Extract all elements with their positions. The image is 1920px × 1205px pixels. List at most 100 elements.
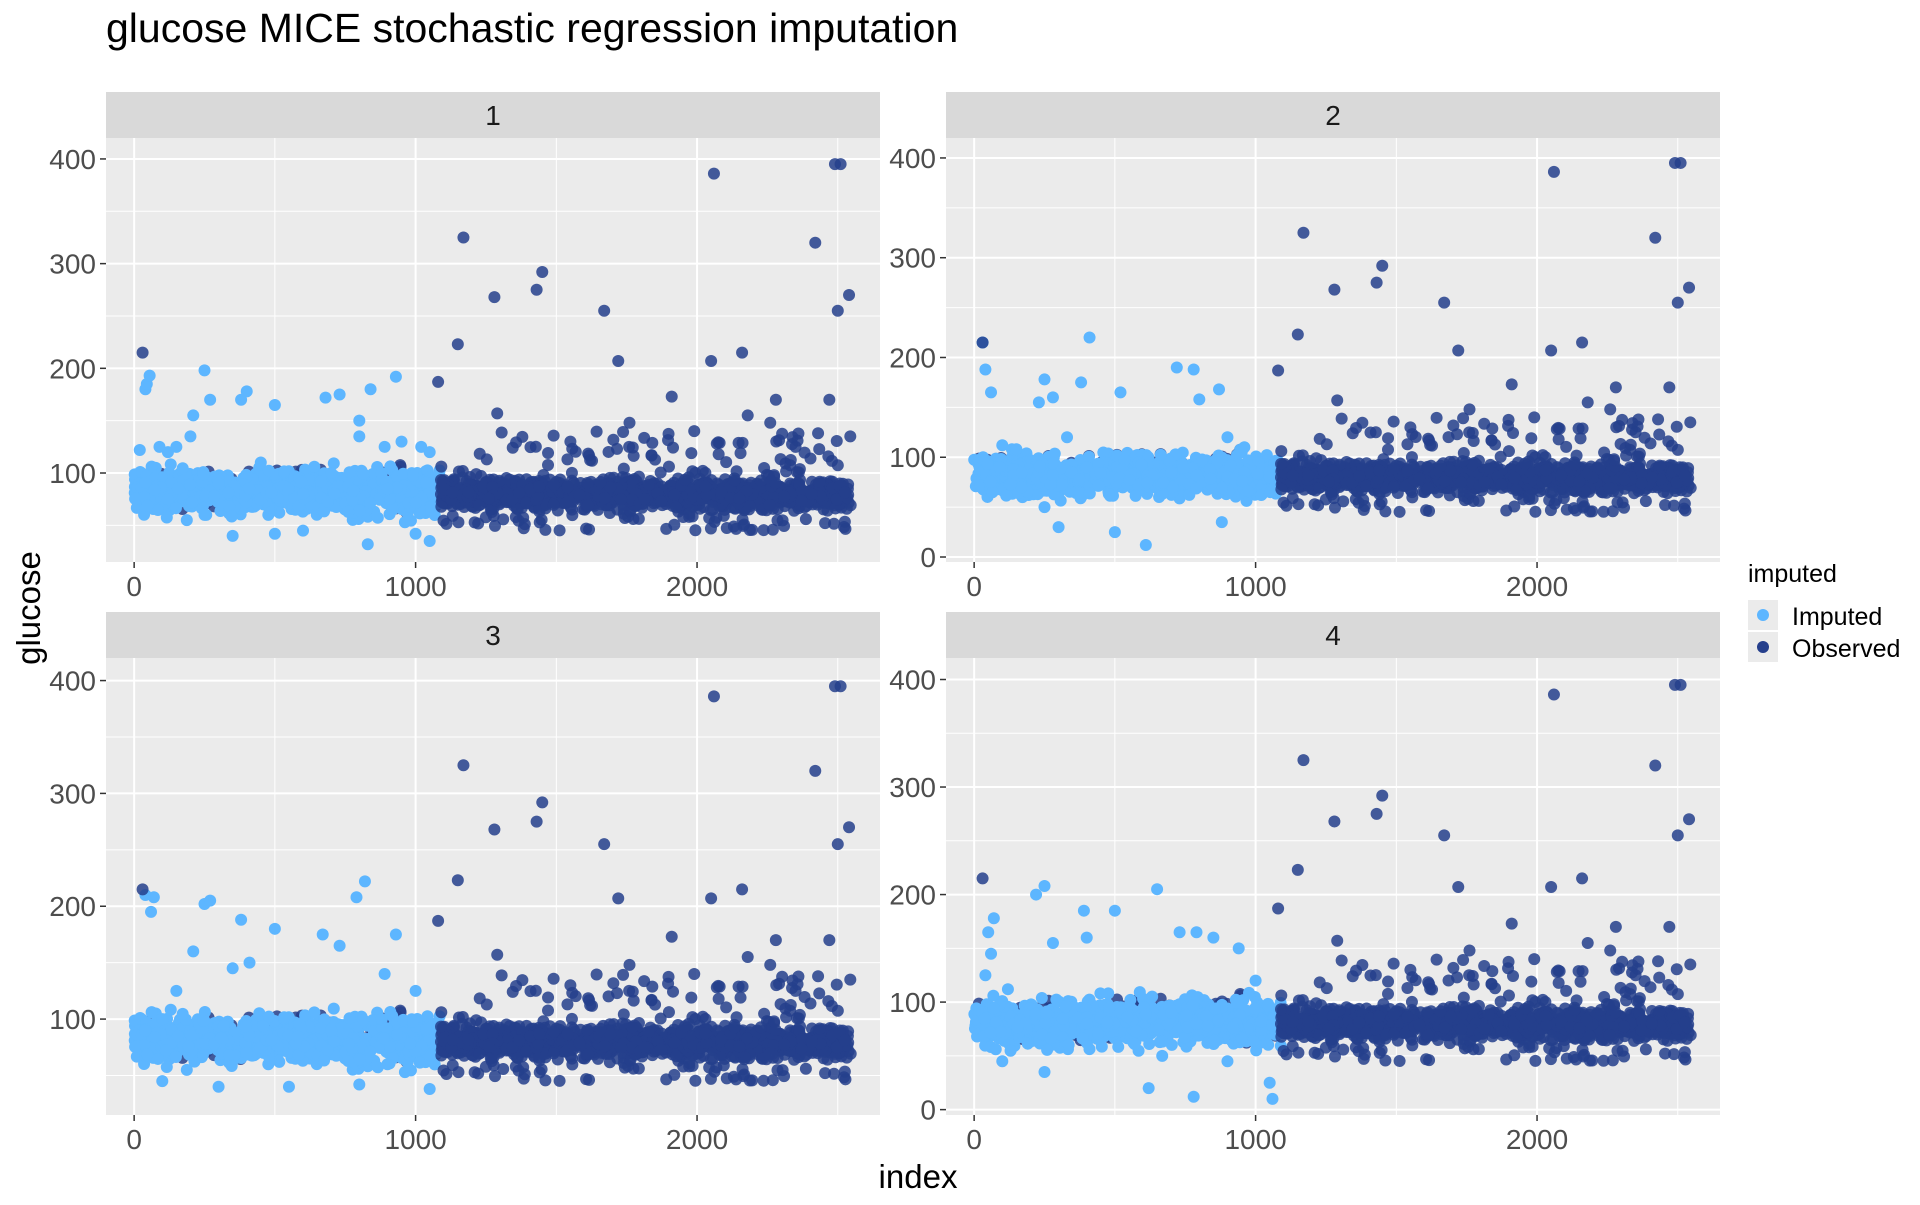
y-tick-label: 300 (889, 243, 936, 274)
point-imputed (410, 528, 422, 540)
point-observed (524, 441, 536, 453)
point-imputed (1171, 361, 1183, 373)
point-imputed (1140, 539, 1152, 551)
point-observed (826, 455, 838, 467)
point-observed (452, 338, 464, 350)
point-observed (447, 510, 459, 522)
x-tick-label: 1000 (384, 571, 446, 602)
point-imputed (1115, 386, 1127, 398)
point-imputed (269, 399, 281, 411)
point-imputed (1075, 376, 1087, 388)
point-observed (573, 489, 585, 501)
point-observed (736, 347, 748, 359)
point-imputed (410, 497, 422, 509)
point-observed (481, 453, 493, 465)
point-observed (685, 447, 697, 459)
point-observed (768, 469, 780, 481)
point-observed (744, 524, 756, 536)
point-observed (707, 504, 719, 516)
facet-strip-label: 2 (1325, 100, 1341, 131)
point-imputed (372, 512, 384, 524)
point-observed (488, 291, 500, 303)
point-observed (548, 479, 560, 491)
point-imputed (1039, 501, 1051, 513)
point-imputed (996, 439, 1008, 451)
point-observed (598, 492, 610, 504)
point-observed (679, 474, 691, 486)
point-imputed (1165, 466, 1177, 478)
point-imputed (407, 470, 419, 482)
point-observed (548, 430, 560, 442)
point-observed (483, 493, 495, 505)
point-observed (472, 517, 484, 529)
point-imputed (425, 501, 437, 513)
point-observed (491, 407, 503, 419)
point-observed (835, 158, 847, 170)
point-observed (1545, 504, 1557, 516)
point-observed (823, 394, 835, 406)
point-observed (1431, 412, 1443, 424)
point-observed (705, 355, 717, 367)
point-observed (539, 524, 551, 536)
point-imputed (390, 371, 402, 383)
point-imputed (184, 479, 196, 491)
point-imputed (197, 469, 209, 481)
point-imputed (1191, 469, 1203, 481)
point-observed (638, 432, 650, 444)
y-tick-label: 400 (49, 144, 96, 175)
point-imputed (1034, 460, 1046, 472)
point-imputed (222, 487, 234, 499)
point-imputed (1155, 449, 1167, 461)
point-imputed (1213, 383, 1225, 395)
point-imputed (165, 458, 177, 470)
point-imputed (1193, 393, 1205, 405)
point-observed (819, 517, 831, 529)
point-observed (520, 497, 532, 509)
point-imputed (362, 538, 374, 550)
point-imputed (1047, 469, 1059, 481)
point-imputed (177, 462, 189, 474)
point-imputed (1130, 490, 1142, 502)
point-imputed (424, 446, 436, 458)
point-imputed (985, 476, 997, 488)
point-imputed (982, 458, 994, 470)
point-observed (778, 520, 790, 532)
point-observed (728, 475, 740, 487)
point-observed (1503, 445, 1515, 457)
point-imputed (1049, 448, 1061, 460)
point-imputed (1216, 482, 1228, 494)
y-tick-label: 0 (920, 542, 936, 573)
point-imputed (979, 363, 991, 375)
point-imputed (172, 483, 184, 495)
point-observed (1394, 506, 1406, 518)
point-observed (564, 436, 576, 448)
point-imputed (227, 530, 239, 542)
point-imputed (255, 457, 267, 469)
point-imputed (1242, 485, 1254, 497)
point-observed (1640, 495, 1652, 507)
point-imputed (1135, 459, 1147, 471)
point-observed (839, 487, 851, 499)
point-observed (735, 447, 747, 459)
point-observed (764, 417, 776, 429)
point-observed (447, 486, 459, 498)
point-imputed (1224, 459, 1236, 471)
point-observed (668, 489, 680, 501)
point-imputed (1010, 443, 1022, 455)
point-observed (812, 427, 824, 439)
point-observed (755, 475, 767, 487)
point-observed (814, 476, 826, 488)
point-imputed (1123, 474, 1135, 486)
point-imputed (315, 475, 327, 487)
point-imputed (420, 477, 432, 489)
point-imputed (347, 485, 359, 497)
point-observed (607, 434, 619, 446)
point-observed (742, 409, 754, 421)
point-imputed (1016, 481, 1028, 493)
point-observed (1645, 437, 1657, 449)
point-observed (583, 523, 595, 535)
point-imputed (129, 493, 141, 505)
point-observed (770, 394, 782, 406)
point-observed (843, 289, 855, 301)
